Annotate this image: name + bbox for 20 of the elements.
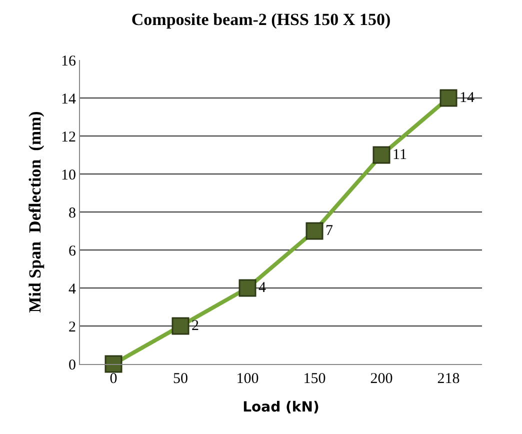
y-tick-label: 12 — [61, 129, 76, 146]
x-tick-label: 50 — [173, 371, 188, 387]
y-axis-title: Mid Span Deflection (mm) — [26, 111, 45, 313]
y-tick-label: 6 — [68, 243, 76, 260]
chart-title: Composite beam-2 (HSS 150 X 150) — [131, 10, 391, 29]
y-tick-label: 14 — [61, 91, 76, 108]
x-tick-label: 218 — [437, 371, 460, 387]
x-tick-label: 0 — [110, 371, 118, 387]
y-tick-label: 2 — [68, 319, 76, 336]
x-tick-label: 100 — [236, 371, 259, 387]
x-tick-label: 150 — [303, 371, 326, 387]
y-tick-label: 0 — [68, 357, 76, 374]
y-tick-label: 8 — [68, 205, 76, 222]
x-tick-label: 200 — [370, 371, 393, 387]
data-label: 11 — [392, 146, 407, 163]
y-tick-label: 16 — [61, 53, 76, 70]
data-label: 7 — [326, 222, 334, 239]
y-tick-label: 4 — [68, 281, 76, 298]
y-tick-label: 10 — [61, 167, 76, 184]
x-axis-title: Load (kN) — [242, 399, 320, 416]
